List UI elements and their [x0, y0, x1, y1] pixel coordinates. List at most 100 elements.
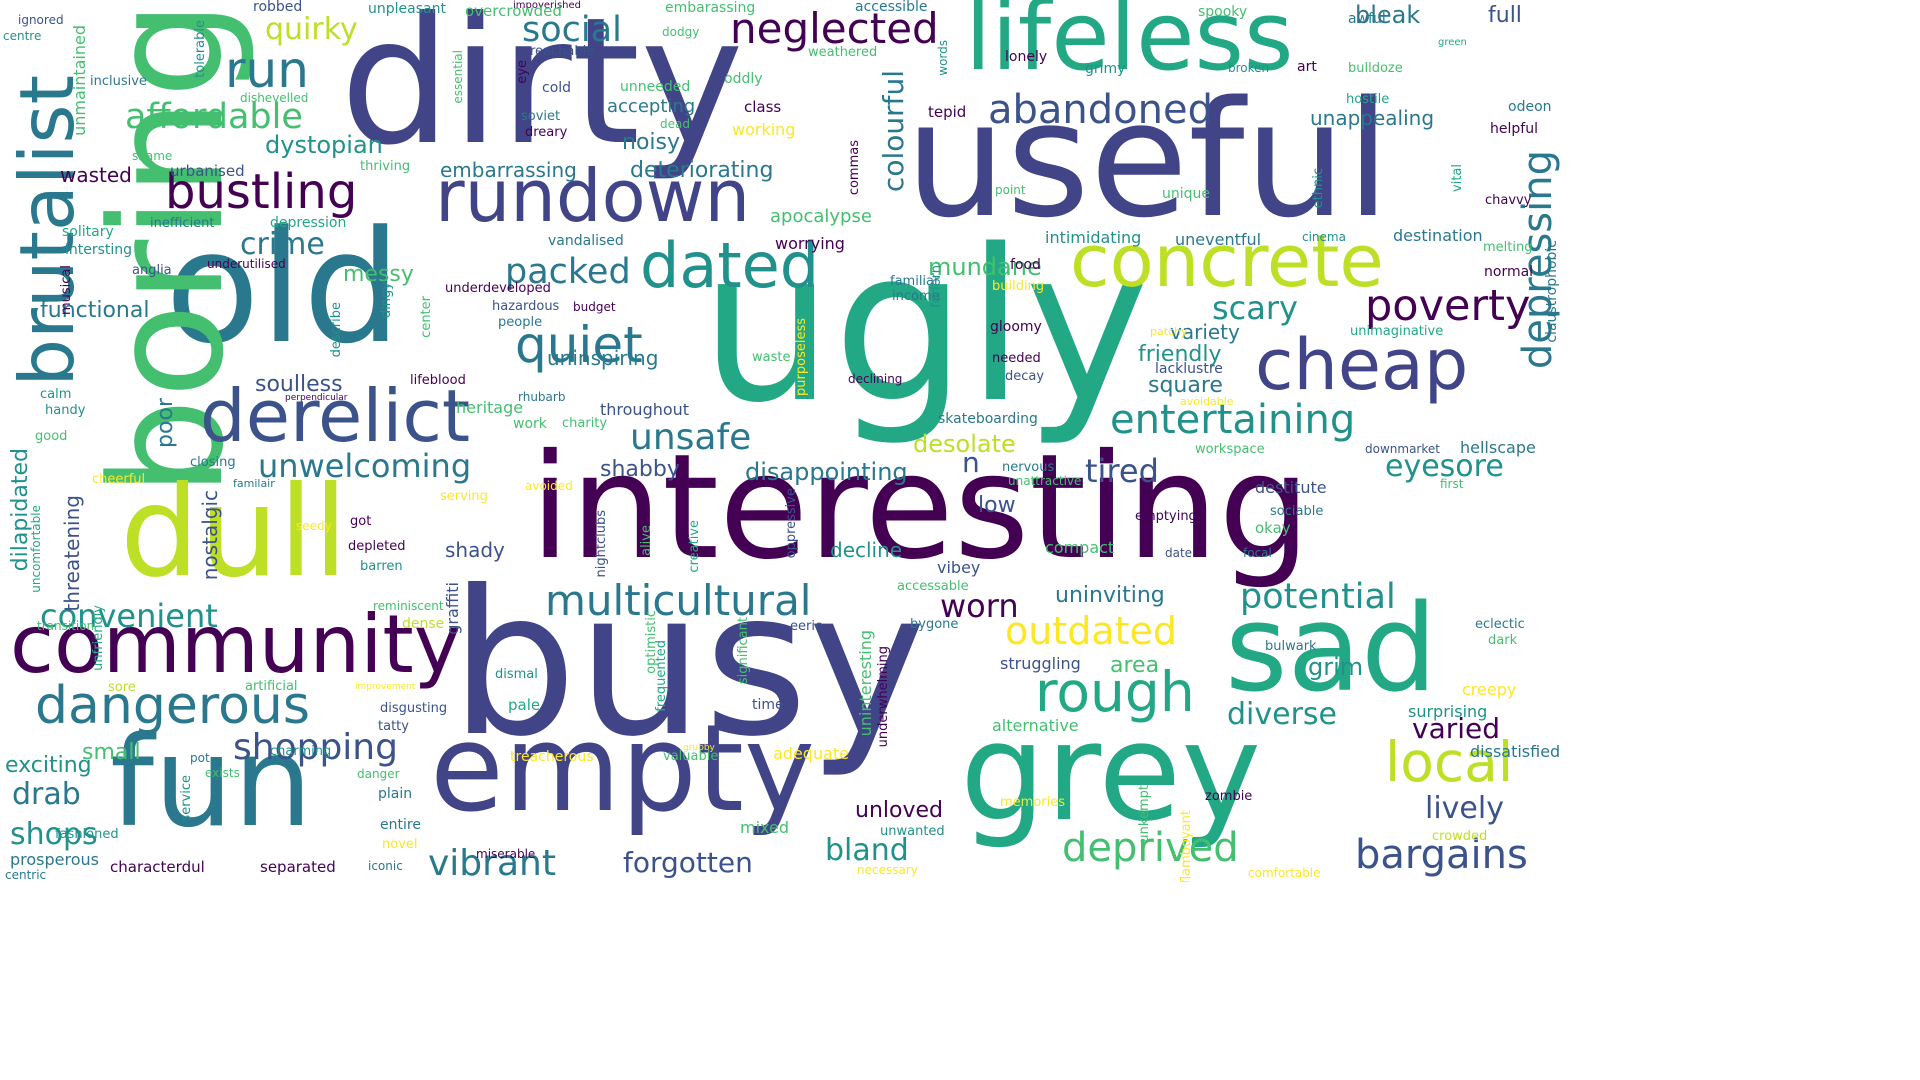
word-rhubarb: rhubarb [518, 390, 566, 404]
word-shady: shady [445, 538, 505, 562]
word-avoided: avoided [525, 479, 573, 493]
word-surprising: surprising [1408, 702, 1488, 721]
word-focal: focal [1243, 546, 1272, 560]
word-affordable: affordable [125, 97, 303, 137]
word-functional: functional [40, 298, 150, 323]
word-purposeless: purposeless [794, 318, 809, 396]
word-uninteresting: uninteresting [856, 630, 875, 737]
word-vibrant: vibrant [428, 843, 556, 882]
word-forgotten: forgotten [623, 846, 753, 879]
word-vandalised: vandalised [548, 233, 624, 249]
word-dissatisfied: dissatisfied [1470, 742, 1561, 761]
word-point: point [995, 183, 1026, 197]
word-unwelcoming: unwelcoming [258, 447, 472, 485]
word-ethnic: ethnic [1311, 168, 1326, 209]
word-lonely: lonely [1005, 49, 1048, 65]
word-intersting: intersting [65, 242, 133, 258]
word-necessary: necessary [857, 863, 918, 877]
word-time: time [752, 697, 784, 713]
word-wasted: wasted [60, 163, 132, 187]
word-depleted: depleted [348, 539, 406, 554]
word-good: good [35, 429, 68, 444]
word-normal: normal [1484, 264, 1534, 280]
word-green: green [1438, 37, 1467, 48]
word-shops: shops [10, 817, 98, 852]
word-dreary: dreary [525, 125, 568, 140]
word-drab: drab [12, 777, 81, 812]
word-musical: musical [59, 265, 74, 316]
word-creepy: creepy [1462, 680, 1517, 699]
word-old: old [165, 197, 402, 378]
word-handy: handy [45, 403, 86, 418]
word-crowded: crowded [1432, 829, 1488, 844]
word-fashioned: fashioned [55, 827, 119, 842]
word-centre: centre [3, 29, 42, 43]
word-embarrassing: embarrassing [440, 158, 577, 182]
word-square: square [1148, 373, 1223, 398]
word-spooky: spooky [1198, 4, 1248, 20]
word-commas: commas [847, 140, 862, 196]
word-outdated: outdated [1005, 609, 1178, 653]
word-unmaintained: unmaintained [70, 25, 89, 136]
word-essential: essential [451, 50, 465, 104]
word-unimaginative: unimaginative [1350, 324, 1444, 339]
word-tolerable: tolerable [193, 20, 208, 78]
word-low: low [978, 493, 1016, 518]
word-mixed: mixed [740, 818, 790, 837]
word-pale: pale [508, 696, 541, 714]
word-bulldoze: bulldoze [1348, 61, 1403, 76]
word-people: people [498, 315, 543, 330]
word-vibey: vibey [937, 558, 981, 577]
word-plain: plain [378, 786, 413, 802]
word-waste: waste [752, 350, 791, 365]
word-dangerous: dangerous [35, 676, 310, 736]
word-threatening: threatening [60, 495, 84, 612]
word-transition: transition [37, 619, 95, 633]
word-downmarket: downmarket [1365, 442, 1440, 456]
word-dismal: dismal [495, 667, 538, 682]
word-odeon: odeon [1508, 99, 1552, 115]
word-multicultural: multicultural [545, 576, 812, 625]
word-rough: rough [1035, 660, 1195, 724]
word-adequate: adequate [773, 744, 850, 763]
word-destitute: destitute [1255, 478, 1327, 497]
word-dull: dull [120, 460, 349, 605]
word-miserable: miserable [476, 847, 536, 861]
word-melting: melting [1483, 240, 1533, 255]
word-zombie: zombie [1205, 789, 1253, 804]
word-ignored: ignored [18, 13, 64, 27]
word-urbanised: urbanised [170, 162, 245, 180]
word-neglected: neglected [730, 4, 939, 53]
word-grim: grim [1308, 653, 1364, 681]
word-valuable: valuable [663, 749, 719, 764]
word-unwanted: unwanted [880, 824, 945, 839]
word-oppressive: oppressive [784, 488, 799, 559]
word-packed: packed [505, 252, 631, 292]
word-flamboyant: flamboyant [1179, 810, 1194, 882]
word-unneeded: unneeded [620, 79, 691, 95]
word-accessible: accessible [855, 0, 928, 15]
word-poor: poor [153, 398, 178, 448]
word-quiet: quiet [515, 316, 643, 374]
word-alternative: alternative [992, 716, 1079, 735]
word-hazardous: hazardous [492, 299, 560, 314]
word-shame: shame [132, 149, 173, 163]
word-underdeveloped: underdeveloped [445, 281, 551, 296]
word-mundane: mundane [928, 253, 1042, 281]
word-interesting: interesting [530, 423, 1311, 592]
word-chavvy: chavvy [1485, 193, 1532, 208]
word-centric: centric [5, 868, 47, 882]
word-depression: depression [270, 215, 347, 231]
word-significant: significant [736, 617, 751, 685]
word-eye: eye [515, 60, 530, 84]
word-desolate: desolate [913, 430, 1016, 458]
word-building: building [992, 279, 1045, 294]
word-dense: dense [402, 616, 445, 632]
word-okay: okay [1255, 519, 1291, 537]
word-dirty: dirty [340, 0, 744, 184]
word-convenient: convenient [40, 597, 218, 635]
word-concrete: concrete [1070, 219, 1384, 303]
word-gloomy: gloomy [990, 319, 1042, 335]
word-sad: sad [1225, 580, 1438, 719]
word-community: community [10, 598, 462, 691]
